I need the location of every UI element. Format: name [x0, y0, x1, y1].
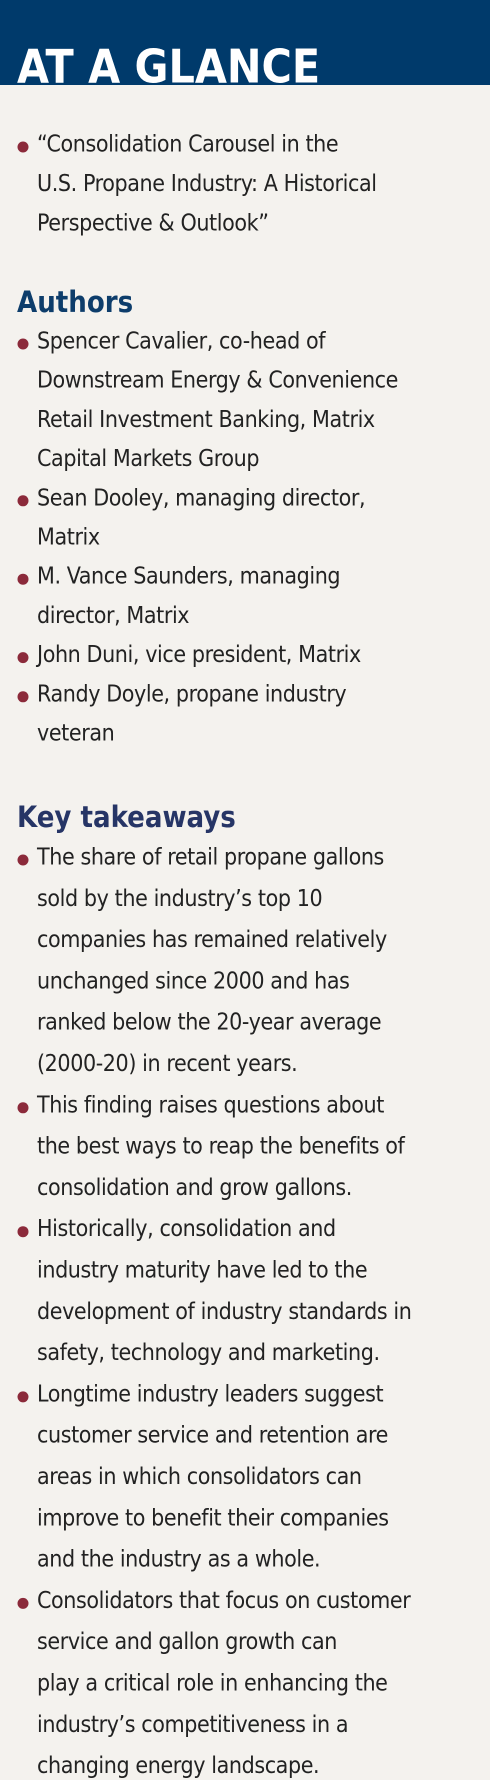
- item-line: areas in which consolidators can: [37, 1464, 362, 1490]
- item-line: Consolidators that focus on customer: [37, 1588, 411, 1614]
- item-line: ranked below the 20-year average: [37, 1010, 381, 1036]
- item-line: companies has remained relatively: [37, 927, 387, 953]
- item-line: Spencer Cavalier, co-head of: [37, 329, 326, 355]
- item-line: Matrix: [37, 525, 100, 551]
- bullet: [17, 141, 29, 153]
- item-line: development of industry standards in: [37, 1299, 411, 1325]
- bullet: [17, 1597, 29, 1609]
- item-line: The share of retail propane gallons: [36, 845, 384, 871]
- item-line: changing energy landscape.: [37, 1753, 319, 1779]
- bullet: [17, 573, 29, 585]
- item-line: “Consolidation Carousel in the: [37, 132, 338, 158]
- item-line: Retail Investment Banking, Matrix: [37, 407, 375, 433]
- item-line: M. Vance Saunders, managing: [37, 564, 340, 590]
- bullet: [17, 854, 29, 866]
- item-line: Sean Dooley, managing director,: [37, 485, 365, 511]
- item-line: and the industry as a whole.: [37, 1547, 320, 1573]
- item-line: sold by the industry’s top 10: [37, 886, 322, 912]
- item-line: the best ways to reap the benefits of: [37, 1134, 406, 1160]
- bullet: [17, 652, 29, 664]
- item-line: (2000-20) in recent years.: [37, 1051, 297, 1077]
- bullet: [17, 338, 29, 350]
- item-line: U.S. Propane Industry: A Historical: [37, 171, 377, 197]
- section-heading: Authors: [17, 285, 133, 319]
- bullet: [17, 691, 29, 703]
- item-line: John Duni, vice president, Matrix: [35, 642, 361, 668]
- item-line: Perspective & Outlook”: [37, 211, 269, 237]
- item-line: consolidation and grow gallons.: [37, 1175, 352, 1201]
- item-line: play a critical role in enhancing the: [37, 1671, 388, 1697]
- section-heading: Key takeaways: [17, 800, 236, 834]
- item-line: Longtime industry leaders suggest: [37, 1381, 383, 1407]
- item-line: unchanged since 2000 and has: [37, 968, 350, 994]
- item-line: Randy Doyle, propane industry: [37, 681, 346, 707]
- item-line: Downstream Energy & Convenience: [37, 368, 398, 394]
- item-line: veteran: [37, 721, 114, 747]
- bullet: [17, 1226, 29, 1238]
- bullet: [17, 495, 29, 507]
- item-line: Capital Markets Group: [37, 446, 259, 472]
- item-line: customer service and retention are: [37, 1423, 388, 1449]
- bullet: [17, 1391, 29, 1403]
- item-line: improve to benefit their companies: [37, 1505, 389, 1531]
- item-line: director, Matrix: [37, 603, 189, 629]
- item-line: industry’s competitiveness in a: [37, 1712, 348, 1738]
- item-line: industry maturity have led to the: [37, 1258, 367, 1284]
- bullet: [17, 1102, 29, 1114]
- item-line: safety, technology and marketing.: [37, 1340, 380, 1366]
- header-band: [0, 0, 490, 85]
- item-line: This finding raises questions about: [36, 1092, 384, 1118]
- item-line: Historically, consolidation and: [37, 1216, 336, 1242]
- item-line: service and gallon growth can: [37, 1629, 337, 1655]
- header-title: AT A GLANCE: [17, 40, 320, 94]
